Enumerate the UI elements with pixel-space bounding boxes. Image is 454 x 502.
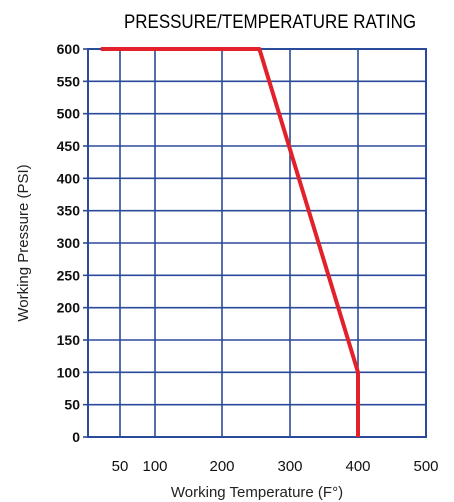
x-tick-label: 200: [209, 458, 234, 475]
y-tick-label: 400: [57, 170, 81, 186]
y-tick-label: 0: [72, 429, 80, 445]
y-tick-label: 300: [57, 235, 81, 251]
x-axis-label: Working Temperature (F°): [171, 484, 343, 501]
x-tick-label: 100: [142, 458, 167, 475]
series-layer: [100, 47, 360, 437]
grid: [83, 48, 427, 438]
y-tick-label: 600: [57, 41, 81, 57]
y-tick-label: 500: [57, 106, 81, 122]
x-tick-label: 50: [112, 458, 129, 475]
x-tick-label: 300: [277, 458, 302, 475]
y-axis-label: Working Pressure (PSI): [15, 164, 32, 321]
y-tick-label: 100: [57, 364, 81, 380]
y-tick-label: 550: [57, 73, 81, 89]
y-tick-label: 450: [57, 138, 81, 154]
y-tick-label: 200: [57, 300, 81, 316]
y-tick-labels: 0 50 100 150 200 250 300 350 400 450 500 550 600: [57, 41, 81, 445]
y-tick-label: 50: [64, 397, 80, 413]
x-tick-label: 400: [345, 458, 370, 475]
x-tick-label: 500: [413, 458, 438, 475]
x-tick-labels: 50 100 200 300 400 500: [112, 458, 439, 475]
y-tick-label: 150: [57, 332, 81, 348]
chart-title: PRESSURE/TEMPERATURE RATING: [124, 12, 416, 33]
y-tick-label: 350: [57, 203, 81, 219]
series-line: [100, 47, 360, 437]
y-tick-label: 250: [57, 267, 81, 283]
